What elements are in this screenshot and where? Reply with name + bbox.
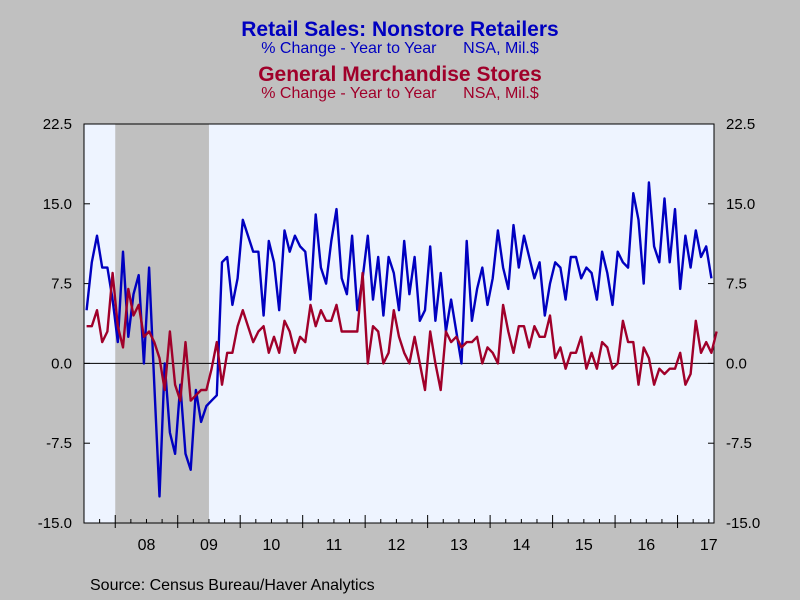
source-note: Source: Census Bureau/Haver Analytics [90,577,375,594]
y-tick-label-left: -7.5 [46,435,72,452]
x-tick-label: 16 [637,537,655,554]
plot-frame [83,123,715,524]
y-tick-label-left: 15.0 [43,196,72,213]
y-tick-label-right: -7.5 [726,435,752,452]
series-line-general-merchandise [86,271,718,402]
x-tick-label: 10 [263,537,281,554]
series-lines [85,181,718,498]
series-line-nonstore [85,181,713,498]
y-tick-label-left: 22.5 [43,116,72,133]
x-tick-label: 11 [326,537,343,554]
chart-title-series2: General Merchandise Stores [258,63,542,86]
x-tick-label: 14 [512,537,530,554]
x-tick-label: 12 [387,537,405,554]
y-tick-label-right: 0.0 [726,355,747,372]
y-tick-label-left: 0.0 [51,355,72,372]
y-tick-label-left: 7.5 [51,276,72,293]
axes: 22.5 22.5 15.0 15.0 7.5 7.5 0.0 0.0 -7.5 -7.5 -15.… [38,116,760,554]
y-tick-label-right: 15.0 [726,196,755,213]
x-tick-label: 15 [575,537,593,554]
y-tick-label-left: -15.0 [38,515,72,532]
x-tick-label: 17 [700,537,718,554]
chart-subtitle-series1: % Change - Year to Year NSA, Mil.$ [261,40,539,57]
x-tick-label: 09 [200,537,218,554]
y-tick-label-right: 7.5 [726,276,747,293]
plot-area [84,124,714,523]
x-tick-label: 13 [450,537,468,554]
x-tick-label: 08 [138,537,156,554]
y-tick-label-right: -15.0 [726,515,760,532]
chart-subtitle-series2: % Change - Year to Year NSA, Mil.$ [261,85,539,102]
y-tick-label-right: 22.5 [726,116,755,133]
chart-title-series1: Retail Sales: Nonstore Retailers [241,18,559,41]
